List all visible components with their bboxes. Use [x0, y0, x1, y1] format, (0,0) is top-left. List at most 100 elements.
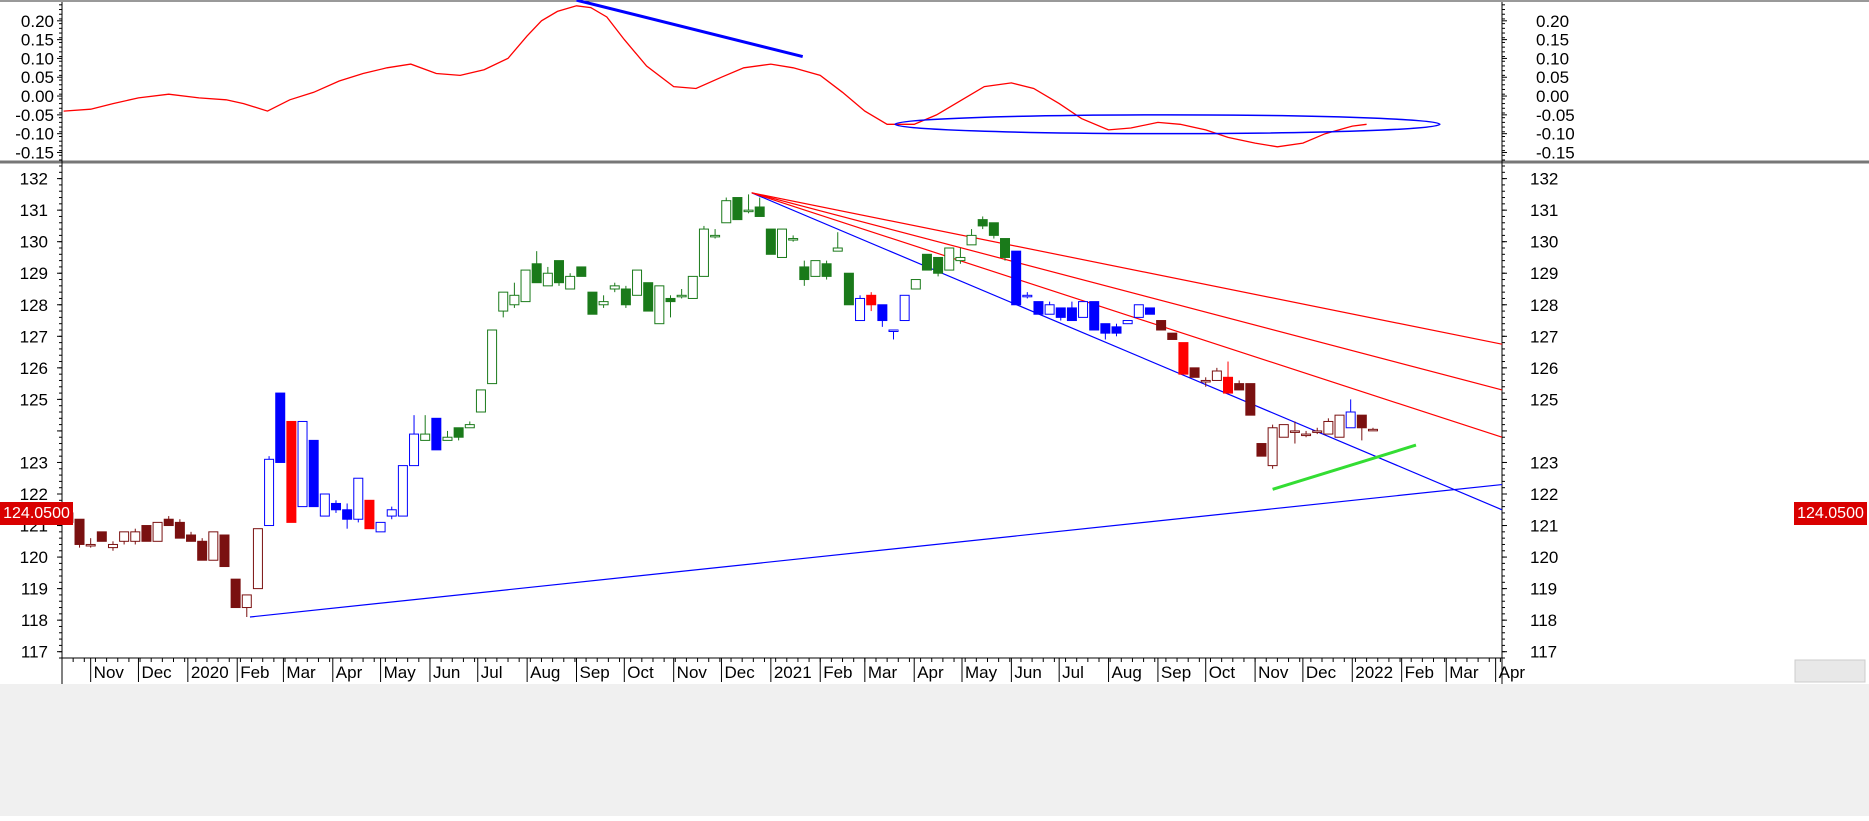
candle-body: [297, 420, 308, 508]
candle-body: [632, 269, 643, 296]
candle-body: [208, 531, 219, 561]
candle-body: [464, 424, 475, 429]
candle-body: [319, 493, 330, 517]
x-tick-label: Nov: [677, 663, 708, 682]
osc-tick-label-left: 0.15: [21, 31, 54, 50]
candle-body: [888, 329, 899, 332]
price-tick-label-right: 128: [1530, 296, 1558, 315]
candle-body: [275, 392, 286, 463]
candle-body: [721, 200, 732, 224]
price-tick-label-right: 129: [1530, 264, 1558, 283]
candle-body: [843, 272, 854, 306]
candle-body: [609, 285, 620, 290]
candle-body: [442, 436, 453, 441]
price-tick-label-left: 126: [20, 359, 48, 378]
price-tick-label-left: 127: [20, 327, 48, 346]
candle-body: [286, 420, 297, 523]
candle-body: [1189, 367, 1200, 378]
x-tick-label: Aug: [530, 663, 560, 682]
last-price-label-right: 124.0500: [1794, 502, 1867, 525]
x-tick-label: Nov: [1258, 663, 1289, 682]
osc-tick-label-left: 0.20: [21, 12, 54, 31]
x-tick-label: Jun: [1014, 663, 1041, 682]
osc-tick-label-right: 0.10: [1536, 49, 1569, 68]
candle-body: [1122, 320, 1133, 325]
candle-body: [386, 509, 397, 517]
x-tick-label: Jun: [433, 663, 460, 682]
candle-body: [1312, 430, 1323, 433]
candle-body: [1033, 301, 1044, 315]
candle-body: [643, 282, 654, 312]
candle-body: [966, 234, 977, 246]
price-tick-label-right: 132: [1530, 170, 1558, 189]
candle-body: [420, 433, 431, 441]
price-tick-label-right: 127: [1530, 327, 1558, 346]
x-tick-label: Mar: [286, 663, 316, 682]
candle-body: [654, 285, 665, 325]
support-line: [1272, 443, 1417, 491]
osc-divergence-line: [576, 0, 804, 59]
price-tick-label-left: 128: [20, 296, 48, 315]
x-tick-label: 2020: [191, 663, 229, 682]
candle-body: [230, 578, 241, 609]
candle-body: [85, 543, 96, 547]
osc-tick-label-left: -0.05: [15, 106, 54, 125]
price-tick-label-right: 119: [1530, 580, 1557, 599]
x-tick-label: Jul: [1062, 663, 1084, 682]
candle-body: [910, 279, 921, 290]
x-tick-label: Apr: [336, 663, 363, 682]
last-price-label-left: 124.0500: [0, 502, 73, 525]
candle-body: [821, 263, 832, 277]
osc-tick-label-right: -0.10: [1536, 125, 1575, 144]
osc-tick-label-left: 0.10: [21, 49, 54, 68]
candle-body: [1323, 420, 1334, 435]
x-tick-label: 2022: [1355, 663, 1393, 682]
candle-body: [1345, 411, 1356, 429]
fan-line: [751, 192, 1503, 391]
candle-body: [1133, 304, 1144, 318]
candle-body: [665, 297, 676, 303]
candle-body: [933, 256, 944, 274]
candle-body: [1000, 238, 1011, 258]
candle-body: [498, 291, 509, 312]
candle-body: [676, 294, 687, 298]
candle-body: [832, 247, 843, 252]
x-tick-label: Oct: [1209, 663, 1236, 682]
candle-body: [877, 304, 888, 322]
candle-body: [1200, 379, 1211, 383]
candle-body: [1178, 342, 1189, 375]
candle-body: [531, 263, 542, 284]
price-tick-label-left: 129: [20, 264, 48, 283]
candle-body: [163, 518, 174, 527]
trend-line: [249, 483, 1503, 618]
candle-body: [342, 509, 353, 520]
price-tick-label-right: 123: [1530, 453, 1558, 472]
candle-body: [1334, 414, 1345, 438]
price-tick-label-right: 126: [1530, 359, 1558, 378]
candle-body: [520, 269, 531, 303]
price-tick-label-left: 132: [20, 170, 48, 189]
candle-body: [1356, 414, 1367, 429]
candle-body: [944, 247, 955, 271]
candle-body: [107, 543, 118, 549]
candle-body: [453, 427, 464, 438]
candle-body: [1211, 370, 1222, 381]
candle-body: [375, 521, 386, 533]
x-tick-label: Feb: [240, 663, 269, 682]
x-tick-label: Apr: [1499, 663, 1526, 682]
fan-line: [751, 192, 1503, 438]
osc-tick-label-left: -0.15: [15, 143, 54, 162]
candle-body: [810, 260, 821, 277]
osc-tick-label-right: 0.05: [1536, 68, 1569, 87]
x-tick-label: Mar: [1449, 663, 1479, 682]
x-tick-label: Aug: [1112, 663, 1142, 682]
candle-body: [988, 222, 999, 236]
x-tick-label: Jul: [481, 663, 503, 682]
candle-body: [977, 219, 988, 227]
status-strip: [0, 684, 1869, 816]
candle-body: [587, 291, 598, 315]
price-tick-label-left: 122: [20, 485, 48, 504]
osc-tick-label-right: 0.00: [1536, 87, 1569, 106]
